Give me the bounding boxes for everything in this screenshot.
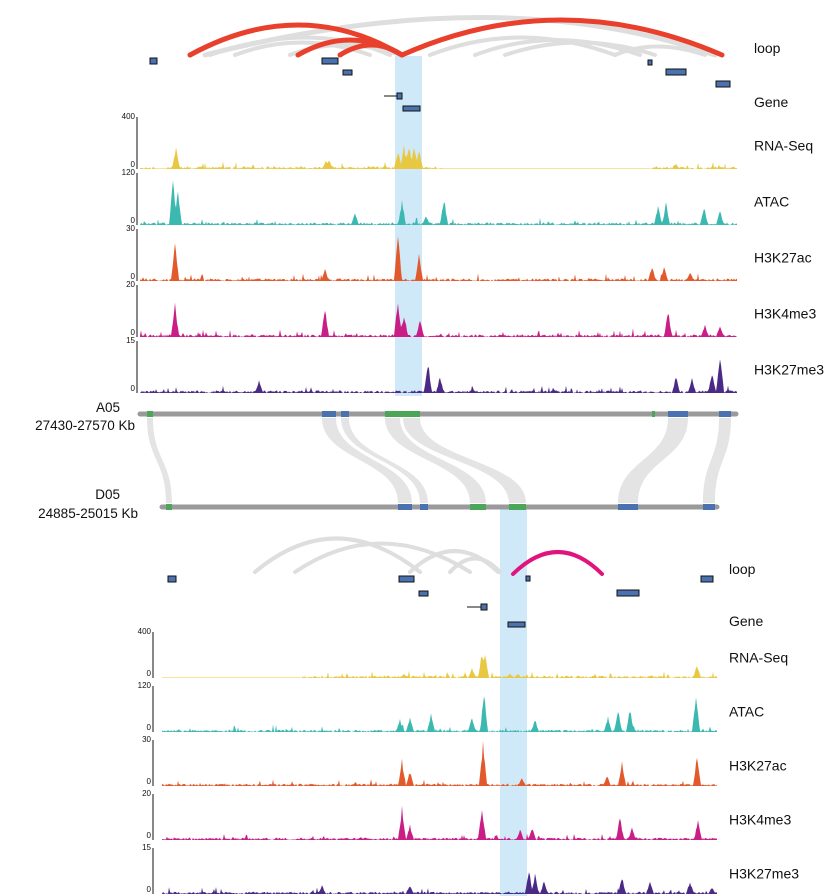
signal-area [140, 180, 737, 225]
signal-tracks-a05: 4000RNA-Seq1200ATAC300H3K27ac200H3K4me31… [122, 112, 824, 393]
track-name-label: H3K27me3 [729, 865, 799, 881]
gene-model [342, 69, 353, 76]
range-label-a05: 27430-27570 Kb [35, 418, 135, 433]
loop-arc [613, 44, 707, 57]
track-name-label: H3K27me3 [754, 362, 824, 378]
track-name-label: ATAC [729, 703, 764, 719]
chromosome-label-a05: A05 [96, 400, 120, 415]
signal-area [140, 359, 737, 393]
gene-model [507, 621, 526, 628]
synteny-ribbons [147, 418, 731, 503]
track-name-label: RNA-Seq [754, 138, 813, 154]
loop-arc [473, 38, 642, 57]
loop-track-a05 [187, 15, 725, 58]
track-min-label: 0 [147, 777, 152, 786]
loop-track-label: loop [729, 561, 756, 577]
gene-track-label: Gene [754, 94, 788, 110]
track-min-label: 0 [131, 216, 136, 225]
signal-area [162, 696, 717, 732]
highlight-region-a05 [395, 56, 422, 396]
track-max-label: 20 [142, 789, 151, 798]
track-min-label: 0 [131, 328, 136, 337]
gene-model [525, 575, 531, 582]
track-max-label: 120 [138, 681, 152, 690]
loop-arc-highlight [511, 550, 604, 576]
track-name-label: H3K27ac [729, 757, 787, 773]
loop-arc [293, 541, 472, 574]
track-max-label: 30 [142, 735, 151, 744]
signal-area [162, 805, 717, 840]
signal-area [140, 302, 737, 337]
gene-model [480, 603, 488, 611]
track-max-label: 15 [126, 336, 135, 345]
gene-model [647, 59, 653, 66]
track-max-label: 30 [126, 224, 135, 233]
track-max-label: 120 [122, 168, 136, 177]
gene-model [418, 590, 429, 597]
signal-tracks-d05: 400 0 RNA-Seq 120 0 ATAC 30 0 H3K27ac 20 0 H3K4me3 1… [138, 627, 799, 894]
track-min-label: 0 [147, 669, 152, 678]
loop-arc-highlight [399, 17, 725, 58]
gene-model [167, 575, 177, 583]
synteny-blocks-d05 [166, 504, 715, 510]
gene-track-label: Gene [729, 613, 763, 629]
chromosome-label-d05: D05 [95, 487, 120, 502]
signal-area [162, 654, 717, 678]
synteny-blocks-a05 [147, 411, 731, 417]
track-min-label: 0 [131, 160, 136, 169]
signal-area [140, 236, 737, 281]
loop-track-d05 [253, 536, 604, 576]
loop-arc [428, 35, 617, 57]
gene-model [149, 57, 158, 65]
track-max-label: 20 [126, 280, 135, 289]
gene-model [715, 80, 731, 88]
loop-arc [448, 556, 502, 574]
track-name-label: RNA-Seq [729, 649, 788, 665]
gene-model [321, 57, 339, 65]
range-label-d05: 24885-25015 Kb [38, 506, 138, 521]
track-max-label: 400 [138, 627, 152, 636]
signal-area [162, 740, 717, 786]
track-name-label: ATAC [754, 194, 789, 210]
gene-model [616, 589, 640, 597]
track-min-label: 0 [131, 272, 136, 281]
gene-model [396, 92, 403, 100]
gene-model [398, 575, 415, 583]
track-min-label: 0 [131, 384, 136, 393]
track-max-label: 15 [142, 843, 151, 852]
track-name-label: H3K4me3 [754, 306, 816, 322]
track-name-label: H3K27ac [754, 250, 812, 266]
gene-model [402, 105, 421, 112]
signal-area [162, 872, 717, 894]
track-min-label: 0 [147, 831, 152, 840]
gene-model [665, 68, 687, 76]
gene-model [700, 575, 714, 583]
track-min-label: 0 [147, 723, 152, 732]
loop-track-label: loop [754, 40, 781, 56]
loop-arc-highlight [337, 42, 405, 58]
gene-track-d05 [167, 575, 714, 628]
track-max-label: 400 [122, 112, 136, 121]
track-min-label: 0 [147, 885, 152, 894]
loop-arc [253, 536, 422, 574]
gene-track-a05 [149, 57, 731, 112]
signal-area [140, 144, 737, 169]
track-name-label: H3K4me3 [729, 811, 791, 827]
